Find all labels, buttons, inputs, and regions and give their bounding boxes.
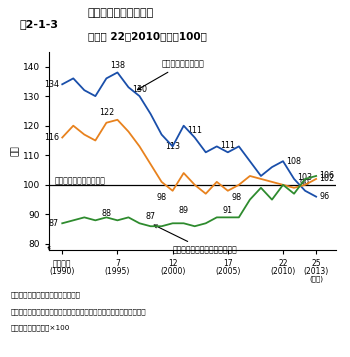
- Text: 111: 111: [220, 141, 235, 150]
- Text: 農業生産資材価格指数（総合）: 農業生産資材価格指数（総合）: [154, 225, 237, 255]
- Text: 91: 91: [223, 206, 233, 215]
- Text: (2000): (2000): [160, 267, 185, 276]
- Text: (2010): (2010): [271, 267, 296, 276]
- Text: 108: 108: [286, 157, 301, 166]
- Text: 98: 98: [156, 193, 167, 202]
- Text: 農業物価指数等の推移: 農業物価指数等の推移: [88, 9, 154, 19]
- Text: (1995): (1995): [105, 267, 130, 276]
- Text: 99: 99: [300, 179, 310, 188]
- Text: 農産物価格指数（総合）: 農産物価格指数（総合）: [55, 176, 105, 185]
- Text: 122: 122: [99, 109, 114, 117]
- Text: （平成 22（2010）年＝100）: （平成 22（2010）年＝100）: [88, 31, 207, 41]
- Y-axis label: 指数: 指数: [11, 145, 20, 156]
- Text: 130: 130: [132, 85, 147, 94]
- Text: 98: 98: [231, 193, 241, 202]
- Text: 88: 88: [102, 209, 111, 218]
- Text: 96: 96: [320, 192, 330, 201]
- Text: 103: 103: [298, 174, 313, 182]
- Text: 資料：農林水産省「農業物価統計」: 資料：農林水産省「農業物価統計」: [10, 291, 80, 298]
- Text: 106: 106: [320, 171, 335, 181]
- Text: 89: 89: [178, 206, 189, 215]
- Text: 138: 138: [110, 61, 125, 70]
- Text: (2013): (2013): [303, 267, 329, 276]
- Text: 農業の交易条件指数: 農業の交易条件指数: [138, 59, 204, 90]
- Text: 17: 17: [223, 260, 233, 268]
- Text: 平成２年: 平成２年: [53, 260, 71, 268]
- Text: 111: 111: [187, 126, 202, 135]
- Text: 7: 7: [115, 260, 120, 268]
- Text: 格指数（総合）×100: 格指数（総合）×100: [10, 325, 70, 332]
- Text: 22: 22: [278, 260, 288, 268]
- Text: 注：農業の交易条件指数＝農産物価格指数（総合）／農業生産資材価: 注：農業の交易条件指数＝農産物価格指数（総合）／農業生産資材価: [10, 309, 146, 316]
- Text: 134: 134: [44, 80, 59, 89]
- Text: 25: 25: [311, 260, 321, 268]
- Text: 113: 113: [165, 142, 180, 151]
- Text: 116: 116: [44, 133, 59, 142]
- Text: 図2-1-3: 図2-1-3: [19, 19, 58, 29]
- Text: 87: 87: [146, 212, 156, 221]
- Text: (1990): (1990): [50, 267, 75, 276]
- Text: 87: 87: [49, 219, 59, 228]
- Text: (2005): (2005): [215, 267, 240, 276]
- Text: (概数): (概数): [309, 275, 323, 282]
- Text: 102: 102: [320, 175, 335, 183]
- Text: 12: 12: [168, 260, 177, 268]
